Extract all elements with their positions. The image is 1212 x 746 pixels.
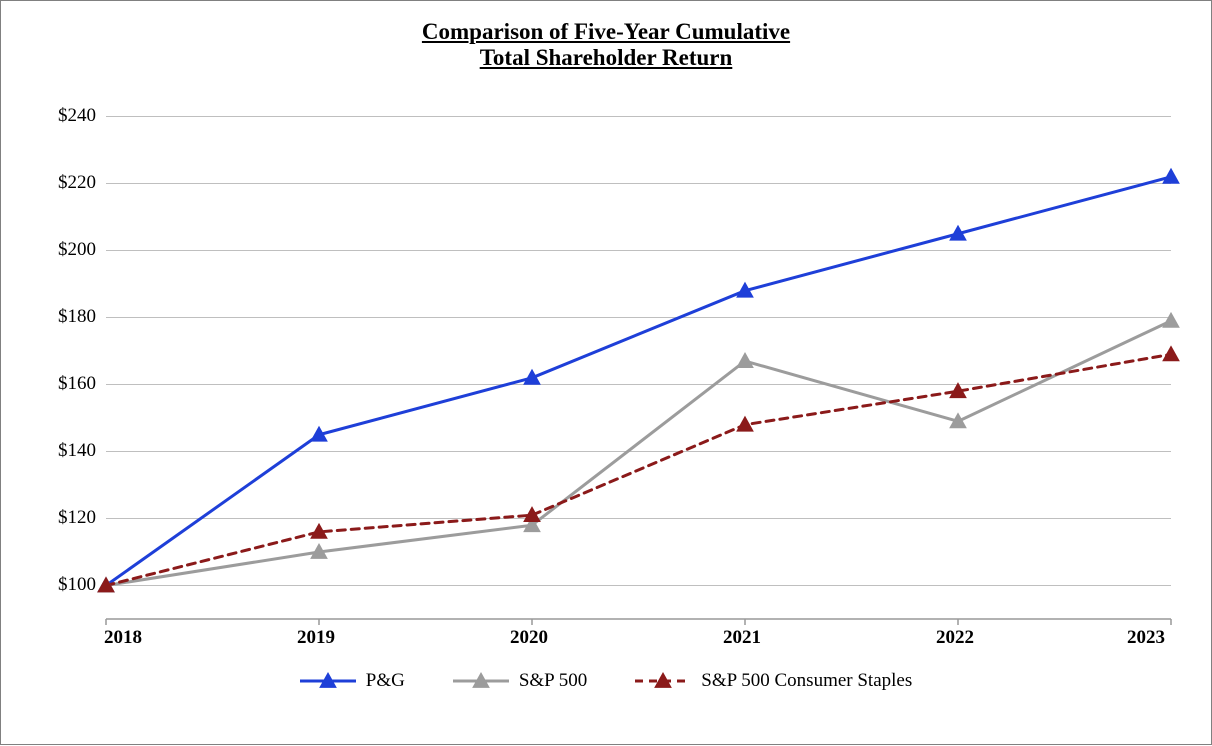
y-tick-label: $160 xyxy=(58,373,96,395)
y-tick-label: $100 xyxy=(58,574,96,596)
x-tick-label: 2021 xyxy=(723,627,761,649)
legend-swatch xyxy=(635,669,691,693)
legend-swatch xyxy=(300,669,356,693)
chart-container: Comparison of Five-Year Cumulative Total… xyxy=(0,0,1212,745)
legend-item: P&G xyxy=(300,669,405,693)
x-tick-label: 2020 xyxy=(510,627,548,649)
x-tick-label: 2018 xyxy=(104,627,142,649)
legend-swatch xyxy=(453,669,509,693)
x-tick-label: 2022 xyxy=(936,627,974,649)
legend: P&G S&P 500 S&P 500 Consumer Staples xyxy=(1,669,1211,693)
legend-label: S&P 500 xyxy=(519,670,587,692)
y-tick-label: $120 xyxy=(58,507,96,529)
y-tick-label: $180 xyxy=(58,306,96,328)
y-tick-label: $200 xyxy=(58,239,96,261)
plot-svg xyxy=(1,1,1212,746)
x-tick-label: 2023 xyxy=(1127,627,1165,649)
x-tick-label: 2019 xyxy=(297,627,335,649)
legend-label: P&G xyxy=(366,670,405,692)
legend-label: S&P 500 Consumer Staples xyxy=(701,670,912,692)
y-tick-label: $240 xyxy=(58,105,96,127)
y-tick-label: $220 xyxy=(58,172,96,194)
legend-item: S&P 500 Consumer Staples xyxy=(635,669,912,693)
y-tick-label: $140 xyxy=(58,440,96,462)
legend-item: S&P 500 xyxy=(453,669,587,693)
